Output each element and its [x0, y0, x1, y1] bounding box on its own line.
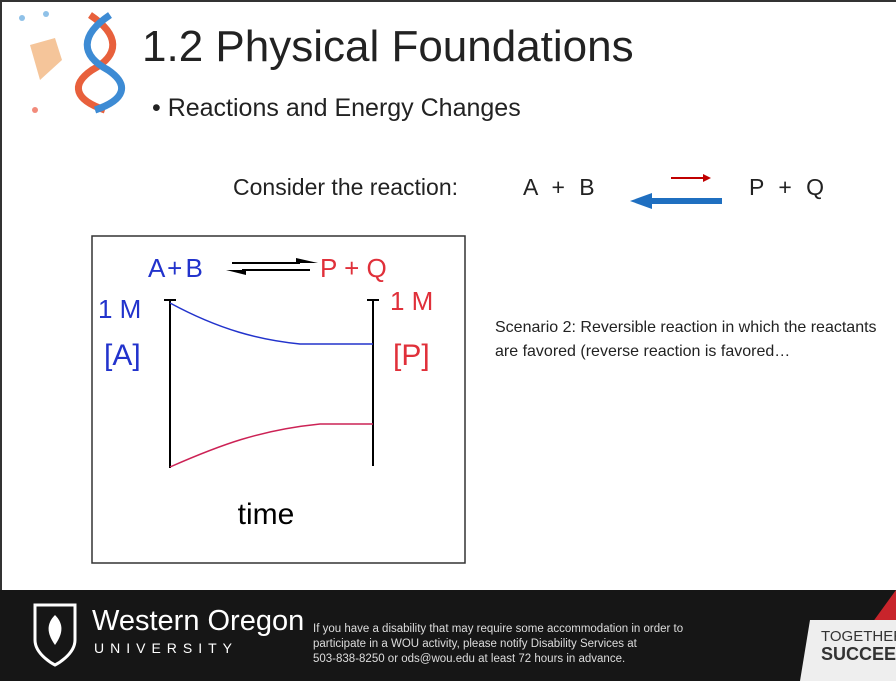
products: P + Q [749, 174, 824, 201]
slogan-top: TOGETHER WE [821, 628, 896, 645]
reaction-prompt: Consider the reaction: [233, 174, 458, 201]
notice-line: participate in a WOU activity, please no… [313, 638, 637, 650]
right-axis-label: [P] [393, 339, 430, 372]
notice-line: 503-838-8250 or ods@wou.edu at least 72 … [313, 653, 625, 665]
university-logo [30, 600, 80, 670]
dna-icon [19, 11, 122, 113]
slide: A + B P + Q 1 M [A] 1 M [P] time 1.2 Phy… [0, 0, 896, 681]
eq-left: A + B [148, 253, 203, 283]
logo-name: Western Oregon [92, 605, 304, 638]
slogan-bottom: SUCCEED [821, 644, 896, 665]
footer: Western Oregon UNIVERSITY If you have a … [0, 590, 896, 681]
slide-title: 1.2 Physical Foundations [142, 22, 634, 72]
left-axis-value: 1 M [98, 294, 141, 324]
bullet: • Reactions and Energy Changes [152, 94, 521, 123]
forward-arrow-head [703, 174, 711, 182]
x-axis-label: time [238, 498, 295, 531]
logo-sub: UNIVERSITY [94, 640, 238, 656]
scenario-text: Scenario 2: Reversible reaction in which… [495, 316, 895, 364]
reactants: A + B [523, 174, 595, 201]
slide-graphics: A + B P + Q 1 M [A] 1 M [P] time [0, 0, 896, 590]
reverse-arrow-head [630, 193, 652, 209]
eq-right: P + Q [320, 253, 387, 283]
left-axis-label: [A] [104, 339, 141, 372]
right-axis-value: 1 M [390, 286, 433, 316]
notice-line: If you have a disability that may requir… [313, 623, 683, 635]
